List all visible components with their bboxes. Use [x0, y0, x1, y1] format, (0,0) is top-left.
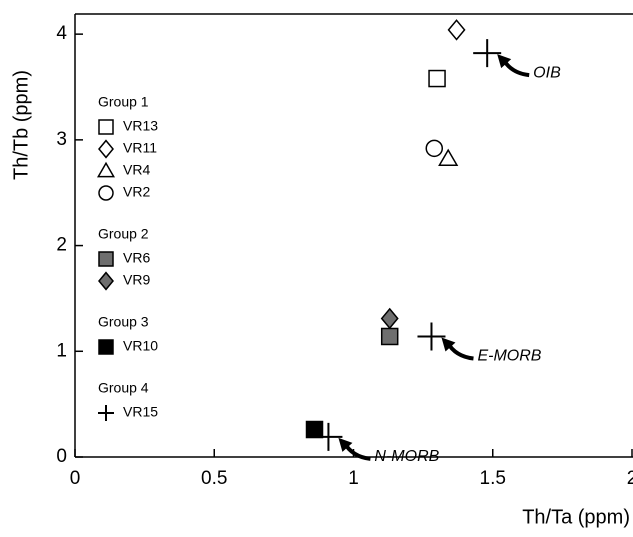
x-tick-label: 1.5 — [480, 468, 506, 489]
legend-marker — [98, 271, 114, 291]
data-point — [305, 420, 324, 439]
legend-label: VR15 — [123, 404, 158, 420]
data-point — [380, 307, 399, 330]
data-point — [425, 139, 444, 158]
legend-label: VR9 — [123, 272, 150, 288]
x-tick-label: 2 — [627, 468, 633, 489]
legend-label: VR6 — [123, 250, 150, 266]
legend-marker — [98, 251, 114, 267]
annotation-arrowhead — [441, 337, 456, 352]
y-tick-label: 1 — [56, 340, 67, 361]
data-point — [380, 327, 399, 346]
data-point — [314, 422, 343, 451]
legend-marker — [98, 339, 114, 355]
legend-label: VR4 — [123, 162, 150, 178]
x-tick-label: 0 — [70, 468, 81, 489]
data-point — [438, 148, 459, 167]
data-point — [447, 19, 466, 41]
legend-group-title: Group 1 — [98, 94, 149, 110]
annotation-arrowhead — [338, 437, 353, 452]
x-axis-label: Th/Ta (ppm) — [522, 506, 630, 528]
data-point — [473, 39, 502, 68]
y-axis-label: Th/Tb (ppm) — [10, 70, 32, 180]
legend-label: VR13 — [123, 118, 158, 134]
annotation: E-MORB — [477, 348, 541, 365]
data-point — [417, 322, 446, 351]
legend-marker — [98, 185, 114, 201]
legend-marker — [98, 405, 114, 421]
legend-marker — [98, 119, 114, 135]
x-tick-label: 1 — [348, 468, 359, 489]
x-tick-label: 0.5 — [201, 468, 227, 489]
y-tick-label: 4 — [56, 23, 67, 44]
legend-marker — [96, 161, 116, 178]
legend-group-title: Group 3 — [98, 314, 149, 330]
legend-group-title: Group 2 — [98, 226, 149, 242]
y-tick-label: 3 — [56, 129, 67, 150]
data-point — [428, 69, 446, 88]
annotation: N-MORB — [374, 448, 439, 465]
y-tick-label: 0 — [56, 446, 67, 467]
legend-group-title: Group 4 — [98, 380, 149, 396]
legend-label: VR10 — [123, 338, 158, 354]
y-tick-label: 2 — [56, 235, 67, 256]
legend-label: VR2 — [123, 184, 150, 200]
legend-label: VR11 — [123, 140, 157, 156]
annotation: OIB — [533, 64, 561, 81]
legend-marker — [98, 139, 114, 159]
annotation-arrowhead — [497, 54, 512, 69]
